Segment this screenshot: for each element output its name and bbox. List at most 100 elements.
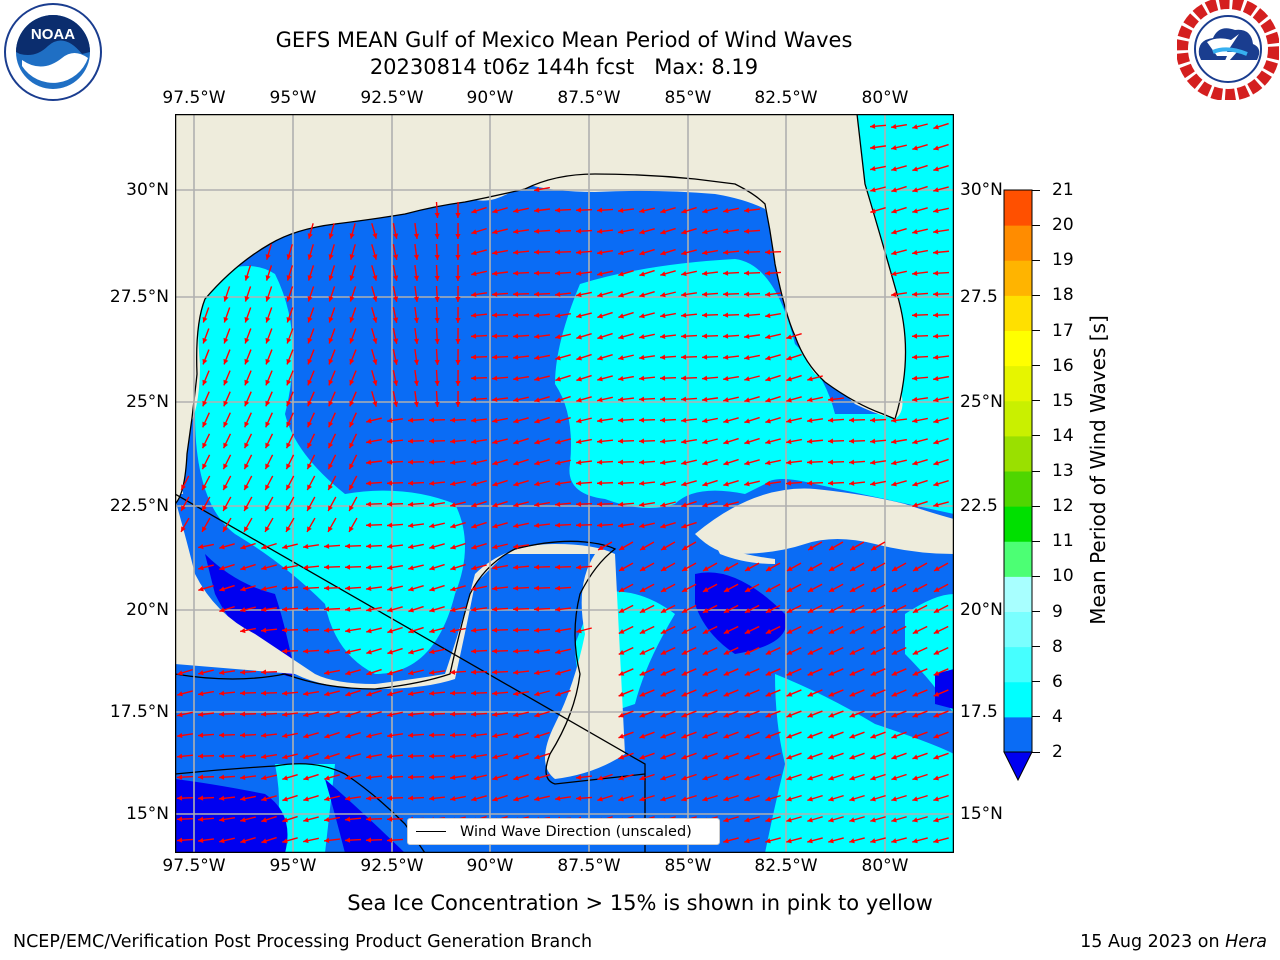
wave-direction-arrow bbox=[786, 374, 802, 382]
wave-direction-arrow bbox=[660, 731, 676, 739]
wave-direction-arrow bbox=[639, 583, 655, 593]
colorbar-tick-mark bbox=[1032, 224, 1040, 226]
lat-right-3: 22.5 bbox=[960, 496, 998, 516]
wave-direction-arrow bbox=[471, 542, 487, 550]
wave-direction-arrow bbox=[307, 328, 315, 344]
noaa-logo: NOAA bbox=[4, 3, 102, 101]
wave-direction-arrow bbox=[765, 562, 781, 572]
wave-direction-arrow bbox=[218, 669, 236, 676]
wave-direction-arrow bbox=[618, 375, 634, 382]
wave-direction-arrow bbox=[723, 479, 739, 487]
wave-direction-arrow bbox=[743, 249, 761, 255]
wave-direction-arrow bbox=[534, 459, 550, 466]
wave-direction-arrow bbox=[534, 690, 550, 697]
wave-direction-arrow bbox=[722, 270, 740, 276]
wave-direction-arrow bbox=[723, 773, 739, 781]
wave-direction-arrow bbox=[428, 438, 446, 444]
wave-direction-arrow bbox=[891, 270, 907, 277]
wave-direction-arrow bbox=[386, 753, 404, 759]
wave-direction-arrow bbox=[638, 375, 656, 381]
wave-direction-arrow bbox=[912, 816, 928, 823]
wave-direction-arrow bbox=[744, 689, 760, 697]
wave-direction-arrow bbox=[386, 732, 404, 739]
wave-direction-arrow bbox=[450, 606, 466, 613]
colorbar-tick-mark bbox=[1032, 681, 1040, 683]
wave-direction-arrow bbox=[618, 541, 634, 551]
lon-bot-3: 90°W bbox=[466, 856, 514, 876]
wave-direction-arrow bbox=[471, 459, 487, 466]
wave-direction-arrow bbox=[659, 396, 677, 402]
wave-direction-arrow bbox=[660, 647, 676, 655]
wave-direction-arrow bbox=[764, 312, 782, 319]
wave-direction-arrow bbox=[554, 291, 572, 297]
colorbar-tick-20: 20 bbox=[1052, 215, 1074, 236]
wave-direction-arrow bbox=[408, 690, 424, 697]
wave-direction-arrow bbox=[849, 816, 865, 823]
wave-direction-arrow bbox=[555, 689, 571, 697]
wave-direction-arrow bbox=[576, 353, 592, 361]
wave-direction-arrow bbox=[533, 312, 551, 318]
wave-direction-arrow bbox=[244, 328, 252, 344]
wave-direction-arrow bbox=[413, 264, 419, 282]
wave-direction-arrow bbox=[450, 563, 466, 571]
wave-direction-arrow bbox=[932, 249, 950, 255]
wave-direction-arrow bbox=[513, 711, 529, 718]
wave-direction-arrow bbox=[345, 753, 361, 760]
wave-direction-arrow bbox=[366, 648, 382, 655]
wave-direction-arrow bbox=[244, 349, 252, 365]
wave-direction-arrow bbox=[197, 837, 215, 843]
wave-direction-arrow bbox=[681, 541, 697, 551]
wave-direction-arrow bbox=[933, 625, 949, 635]
wave-direction-arrow bbox=[891, 165, 907, 172]
wave-direction-arrow bbox=[891, 249, 907, 256]
wave-direction-arrow bbox=[765, 689, 781, 697]
wave-direction-arrow bbox=[366, 417, 382, 424]
wave-direction-arrow bbox=[492, 522, 508, 529]
wave-direction-arrow bbox=[912, 164, 928, 172]
wave-direction-arrow bbox=[327, 433, 337, 449]
wave-direction-arrow bbox=[786, 438, 802, 445]
wave-direction-arrow bbox=[701, 354, 719, 360]
wave-direction-arrow bbox=[744, 710, 760, 718]
wave-direction-arrow bbox=[828, 794, 844, 802]
wave-direction-arrow bbox=[513, 396, 529, 403]
wave-direction-arrow bbox=[849, 562, 865, 572]
lat-right-6: 15°N bbox=[960, 804, 1003, 824]
wave-direction-arrow bbox=[260, 711, 278, 717]
wave-direction-arrow bbox=[723, 816, 739, 823]
wave-direction-arrow bbox=[491, 375, 509, 381]
colorbar-tick-19: 19 bbox=[1052, 250, 1074, 271]
wave-direction-arrow bbox=[702, 562, 718, 572]
wave-direction-arrow bbox=[348, 433, 358, 449]
wave-direction-arrow bbox=[282, 753, 298, 760]
wave-direction-arrow bbox=[239, 753, 257, 759]
wave-direction-arrow bbox=[639, 562, 655, 572]
wave-direction-arrow bbox=[849, 604, 865, 614]
wave-direction-arrow bbox=[265, 244, 272, 260]
wave-direction-arrow bbox=[455, 390, 461, 408]
colorbar-tick-mark bbox=[1032, 189, 1040, 191]
wave-direction-arrow bbox=[932, 228, 950, 235]
wave-direction-arrow bbox=[554, 228, 572, 234]
wave-direction-arrow bbox=[307, 370, 315, 386]
wave-direction-arrow bbox=[891, 185, 907, 193]
wave-direction-arrow bbox=[240, 816, 256, 823]
wave-direction-arrow bbox=[286, 349, 294, 365]
colorbar-tick-mark bbox=[1032, 400, 1040, 402]
wave-direction-arrow bbox=[533, 249, 551, 255]
wave-direction-arrow bbox=[660, 248, 676, 256]
lon-bot-0: 97.5°W bbox=[162, 856, 226, 876]
wave-direction-arrow bbox=[533, 585, 551, 591]
wave-direction-arrow bbox=[744, 354, 760, 361]
wave-direction-arrow bbox=[596, 501, 614, 507]
wave-direction-arrow bbox=[328, 307, 336, 323]
wave-direction-arrow bbox=[470, 753, 488, 760]
wave-direction-arrow bbox=[765, 459, 781, 466]
wave-direction-arrow bbox=[744, 625, 760, 635]
wave-direction-arrow bbox=[660, 794, 676, 802]
wave-direction-arrow bbox=[723, 752, 739, 760]
wave-direction-arrow bbox=[723, 501, 739, 508]
wave-direction-arrow bbox=[366, 606, 382, 613]
wave-direction-arrow bbox=[617, 438, 635, 444]
wave-direction-arrow bbox=[932, 333, 950, 339]
